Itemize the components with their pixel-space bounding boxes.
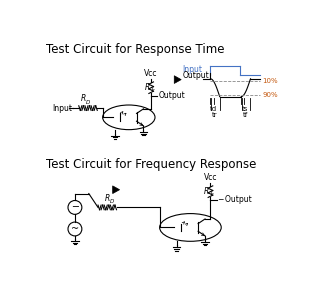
Text: Vcc: Vcc: [144, 69, 158, 78]
Text: L: L: [211, 190, 214, 195]
Text: ─: ─: [72, 202, 78, 212]
Text: Input: Input: [52, 104, 72, 112]
Text: td: td: [210, 106, 217, 112]
Text: tr: tr: [212, 112, 218, 118]
Text: 10%: 10%: [262, 78, 278, 84]
Text: ~: ~: [71, 224, 79, 234]
Text: Output: Output: [183, 71, 209, 80]
Text: R: R: [144, 83, 150, 92]
Text: D: D: [86, 100, 90, 105]
Text: ─ Output: ─ Output: [218, 195, 252, 204]
Text: R: R: [81, 95, 86, 103]
Text: tf: tf: [243, 112, 248, 118]
Text: Output: Output: [159, 91, 186, 100]
Polygon shape: [113, 186, 120, 194]
Text: Input: Input: [183, 65, 203, 74]
Polygon shape: [174, 76, 181, 84]
Text: Test Circuit for Response Time: Test Circuit for Response Time: [46, 43, 225, 56]
Text: R: R: [105, 194, 110, 203]
Text: R: R: [204, 187, 209, 196]
Text: ts: ts: [242, 106, 248, 112]
Text: D: D: [110, 199, 114, 204]
Text: Vcc: Vcc: [204, 173, 217, 182]
Text: 90%: 90%: [262, 92, 278, 98]
Text: L: L: [152, 86, 155, 91]
Text: Test Circuit for Frequency Response: Test Circuit for Frequency Response: [46, 158, 257, 171]
